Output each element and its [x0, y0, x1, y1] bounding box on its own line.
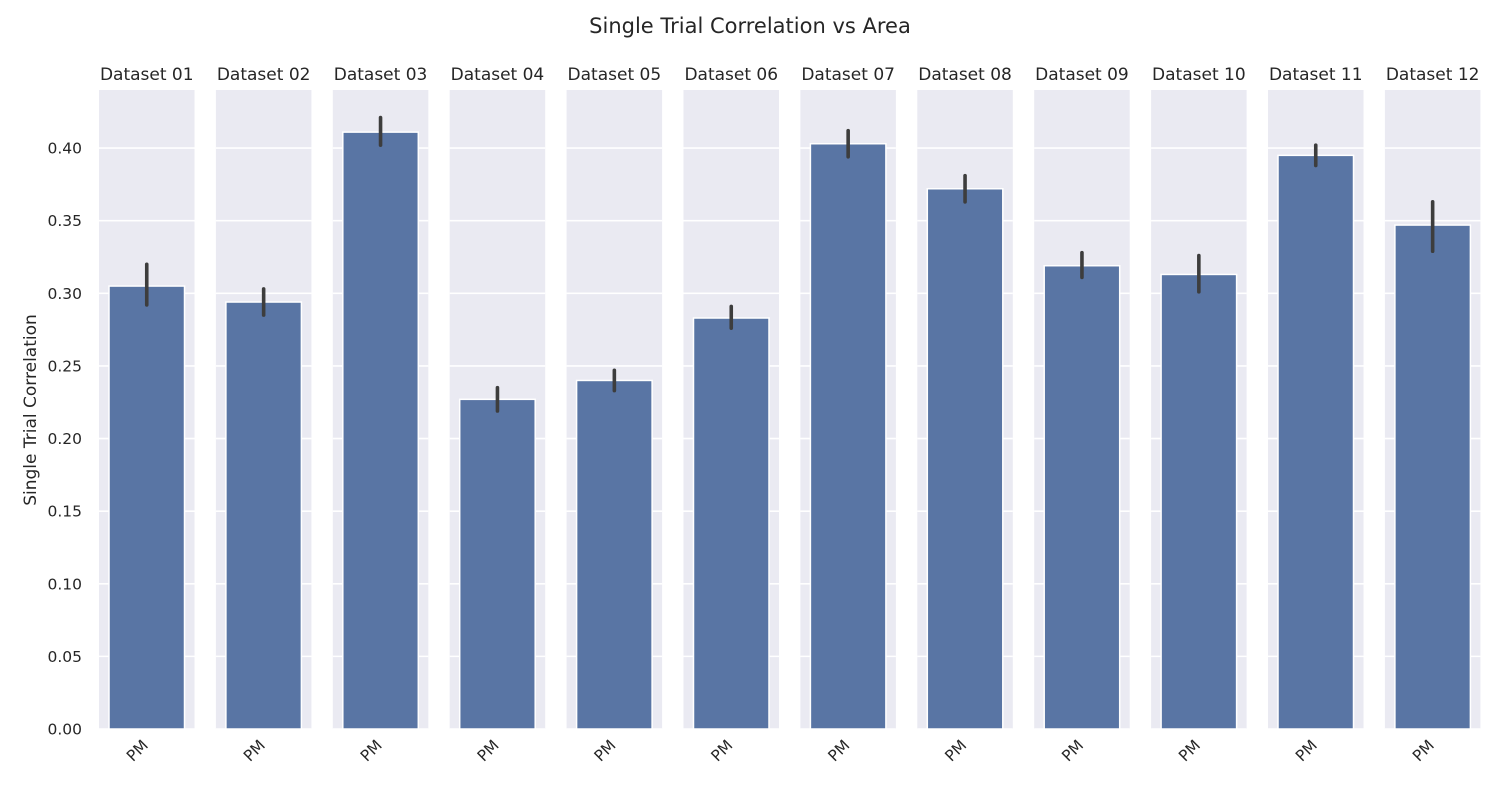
panel-title: Dataset 07 — [801, 65, 895, 85]
bar — [809, 142, 887, 730]
panel-title: Dataset 10 — [1152, 65, 1246, 85]
x-tick-label: PM — [1058, 736, 1087, 765]
facet-panel: Dataset 07 PM — [800, 65, 896, 765]
bar — [1277, 154, 1355, 730]
x-tick-label: PM — [474, 736, 503, 765]
panel-title: Dataset 05 — [568, 65, 662, 85]
panel-title: Dataset 04 — [451, 65, 545, 85]
chart-title: Single Trial Correlation vs Area — [589, 14, 911, 38]
panel-title: Dataset 03 — [334, 65, 428, 85]
y-tick-label: 0.15 — [47, 503, 82, 521]
facet-panel: Dataset 06 PM — [683, 65, 779, 765]
panel-title: Dataset 08 — [918, 65, 1012, 85]
x-tick-label: PM — [240, 736, 269, 765]
bar — [692, 317, 770, 730]
y-tick-label: 0.10 — [47, 575, 82, 593]
y-tick-label: 0.30 — [47, 285, 82, 303]
y-tick-label: 0.00 — [47, 721, 82, 739]
bar — [575, 379, 653, 730]
bar — [342, 131, 420, 730]
y-tick-label: 0.35 — [47, 212, 82, 230]
x-tick-label: PM — [825, 736, 854, 765]
facet-panel: Dataset 03 PM — [332, 65, 429, 765]
y-tick-label: 0.40 — [47, 140, 82, 158]
y-axis-label: Single Trial Correlation — [21, 314, 41, 506]
x-tick-label: PM — [941, 736, 970, 765]
x-tick-label: PM — [123, 736, 152, 765]
x-tick-label: PM — [1292, 736, 1321, 765]
facet-panel: Dataset 11 PM — [1268, 65, 1364, 765]
facet-panel: Dataset 04 PM — [449, 65, 546, 765]
bar — [1394, 224, 1472, 730]
bar — [108, 285, 186, 730]
y-axis-ticks: 0.00 0.05 0.10 0.15 0.20 0.25 0.30 0.35 0.40 — [47, 140, 82, 739]
y-tick-label: 0.20 — [47, 430, 82, 448]
facet-panel: Dataset 01 PM — [99, 65, 195, 765]
panel-title: Dataset 09 — [1035, 65, 1129, 85]
x-tick-label: PM — [591, 736, 620, 765]
x-tick-label: PM — [708, 736, 737, 765]
x-tick-label: PM — [1409, 736, 1438, 765]
facet-panel: Dataset 12 PM — [1384, 65, 1481, 765]
facet-panel: Dataset 02 PM — [215, 65, 312, 765]
panel-title: Dataset 06 — [684, 65, 778, 85]
panel-title: Dataset 11 — [1269, 65, 1363, 85]
panel-title: Dataset 02 — [217, 65, 311, 85]
bar — [458, 398, 536, 730]
panel-title: Dataset 01 — [100, 65, 194, 85]
bar — [926, 188, 1004, 730]
y-tick-label: 0.05 — [47, 648, 82, 666]
x-tick-label: PM — [1175, 736, 1204, 765]
panel-title: Dataset 12 — [1386, 65, 1480, 85]
facet-panel: Dataset 08 PM — [917, 65, 1013, 765]
bar — [1160, 273, 1238, 730]
bar — [225, 301, 303, 730]
x-tick-label: PM — [357, 736, 386, 765]
facet-panel: Dataset 05 PM — [566, 65, 663, 765]
facet-panel: Dataset 10 PM — [1151, 65, 1247, 765]
bar — [1043, 264, 1121, 730]
y-tick-label: 0.25 — [47, 357, 82, 375]
facet-panel: Dataset 09 PM — [1034, 65, 1130, 765]
